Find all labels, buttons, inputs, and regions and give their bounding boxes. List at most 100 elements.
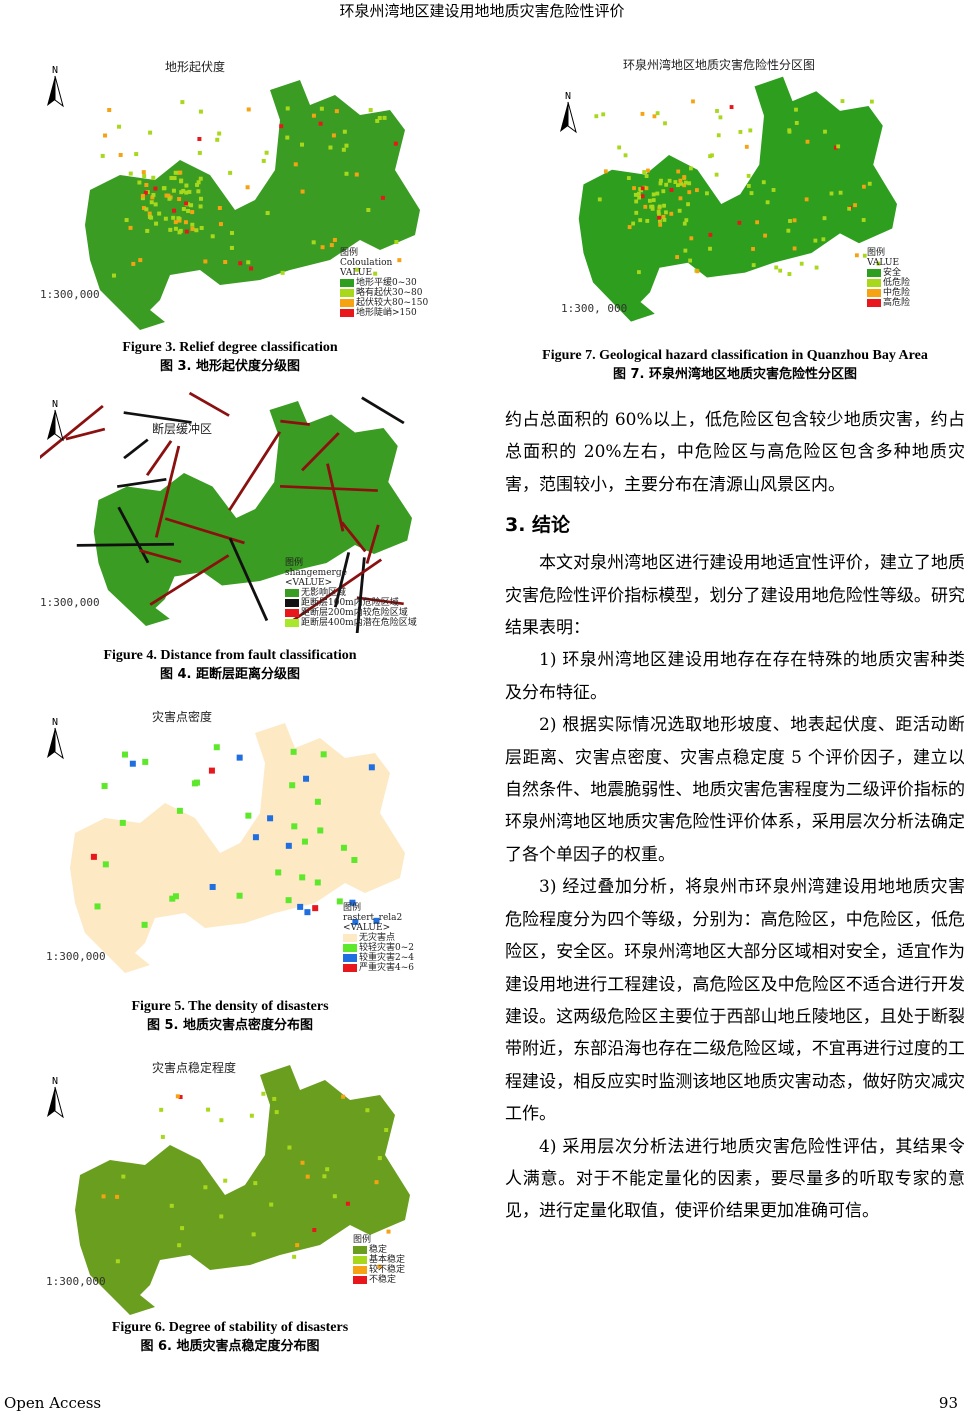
map-scale: 1:300,000 [46,950,106,963]
hazard-cell [249,266,254,271]
legend-title: 图例 [285,558,304,568]
legend-swatch [340,288,354,297]
section-heading: 3. 结论 [505,514,571,537]
hazard-cell [196,189,201,194]
hazard-cell [238,261,243,266]
legend-label: 地形平缓0~30 [356,278,417,288]
hazard-cell [336,898,343,905]
hazard-cell [715,109,719,113]
map-legend: 图例 Coloulation VALUE 地形平缓0~30 略有起伏30~80 起伏较大8… [340,248,428,318]
hazard-cell [676,169,681,174]
legend-label: 地形陡峭>150 [356,308,417,318]
fault-buffer-line [123,438,149,460]
figure-4-caption: Figure 4. Distance from fault classifica… [40,646,420,684]
hazard-cell [799,261,804,266]
hazard-cell [183,220,188,225]
hazard-cell [669,188,674,192]
hazard-cell [168,227,173,232]
legend-field: rastert_rela2 [343,913,403,923]
hazard-cell [314,798,321,805]
hazard-cell [729,105,734,110]
hazard-cell [368,108,373,113]
map-graphic [578,76,897,322]
legend-swatch [353,1275,367,1284]
caption-en: Figure 7. Geological hazard classificati… [542,348,928,363]
hazard-cell [328,145,333,150]
hazard-cell [317,827,324,834]
hazard-cell [209,883,216,890]
caption-zh: 图 6. 地质灾害点稳定度分布图 [140,1339,320,1354]
legend-label: 较轻灾害0~2 [359,943,414,953]
hazard-cell [867,181,872,186]
hazard-cell [682,183,687,188]
hazard-cell [177,197,182,202]
hazard-cell [131,261,136,266]
hazard-cell [193,779,200,786]
north-arrow-icon: N [557,90,579,134]
hazard-cell [652,114,657,119]
hazard-cell [299,874,306,881]
hazard-cell [295,1243,300,1248]
hazard-cell [246,107,251,112]
hazard-cell [640,186,645,191]
study-area-region [93,401,413,626]
legend-label: 起伏较大80~150 [356,298,429,308]
caption-en: Figure 6. Degree of stability of disaste… [111,1320,349,1335]
hazard-cell [627,225,632,230]
study-area-region [578,76,897,322]
hazard-cell [171,215,176,220]
hazard-cell [601,112,606,117]
legend-label: 稳定 [369,1245,388,1255]
hazard-cell [180,1226,185,1231]
hazard-cell [285,842,292,849]
fault-buffer-line [123,411,192,424]
hazard-cell [632,186,636,191]
legend-label: 无影响区域 [301,588,347,598]
hazard-cell [219,1118,224,1123]
hazard-cell [291,823,298,830]
hazard-cell [103,133,108,138]
hazard-cell [804,197,809,202]
paragraph: 1) 环泉州湾地区建设用地存在存在特殊的地质灾害种类及分布特征。 [505,650,964,703]
hazard-cell [325,1167,330,1172]
hazard-cell [160,1134,165,1139]
hazard-cell [869,99,874,104]
legend-item: 稳定 [353,1245,405,1255]
hazard-cell [149,200,154,205]
hazard-cell [352,919,359,926]
svg-text:N: N [565,91,571,102]
figure-4-map: 断层缓冲区 1:300,000 N 图例 shangemerge <VALUE> 无影响区域… [40,388,440,633]
legend-item: 高危险 [867,298,910,308]
hazard-cell [643,204,648,209]
hazard-cell [142,758,149,765]
hazard-cell [184,201,189,206]
hazard-cell [169,1203,174,1208]
hazard-cell [245,185,250,190]
hazard-cell [102,861,109,868]
fault-buffer-line [116,477,167,488]
hazard-cell [669,211,674,216]
hazard-cell [658,181,663,186]
hazard-cell [662,203,666,208]
hazard-cell [145,228,150,233]
hazard-cell [142,174,147,179]
hazard-cell [862,253,867,258]
hazard-cell [176,216,181,221]
hazard-cell [261,1091,266,1096]
legend-item: 中危险 [867,288,910,298]
hazard-cell [184,229,189,234]
legend-item: 低危险 [867,278,910,288]
hazard-cell [272,1096,277,1101]
hazard-cell [100,153,105,158]
paragraph: 2) 根据实际情况选取地形坡度、地表起伏度、距活动断层距离、灾害点密度、灾害点稳… [505,715,964,865]
hazard-cell [196,180,201,185]
hazard-cell [223,1178,228,1183]
hazard-cell [318,121,323,126]
hazard-cell [198,176,203,181]
hazard-cell [657,204,662,209]
legend-swatch [285,608,299,617]
hazard-cell [128,171,133,176]
figure-6-caption: Figure 6. Degree of stability of disaste… [40,1318,420,1356]
map-title: 环泉州湾地区地质灾害危险性分区图 [623,58,816,72]
hazard-cell [341,147,346,152]
